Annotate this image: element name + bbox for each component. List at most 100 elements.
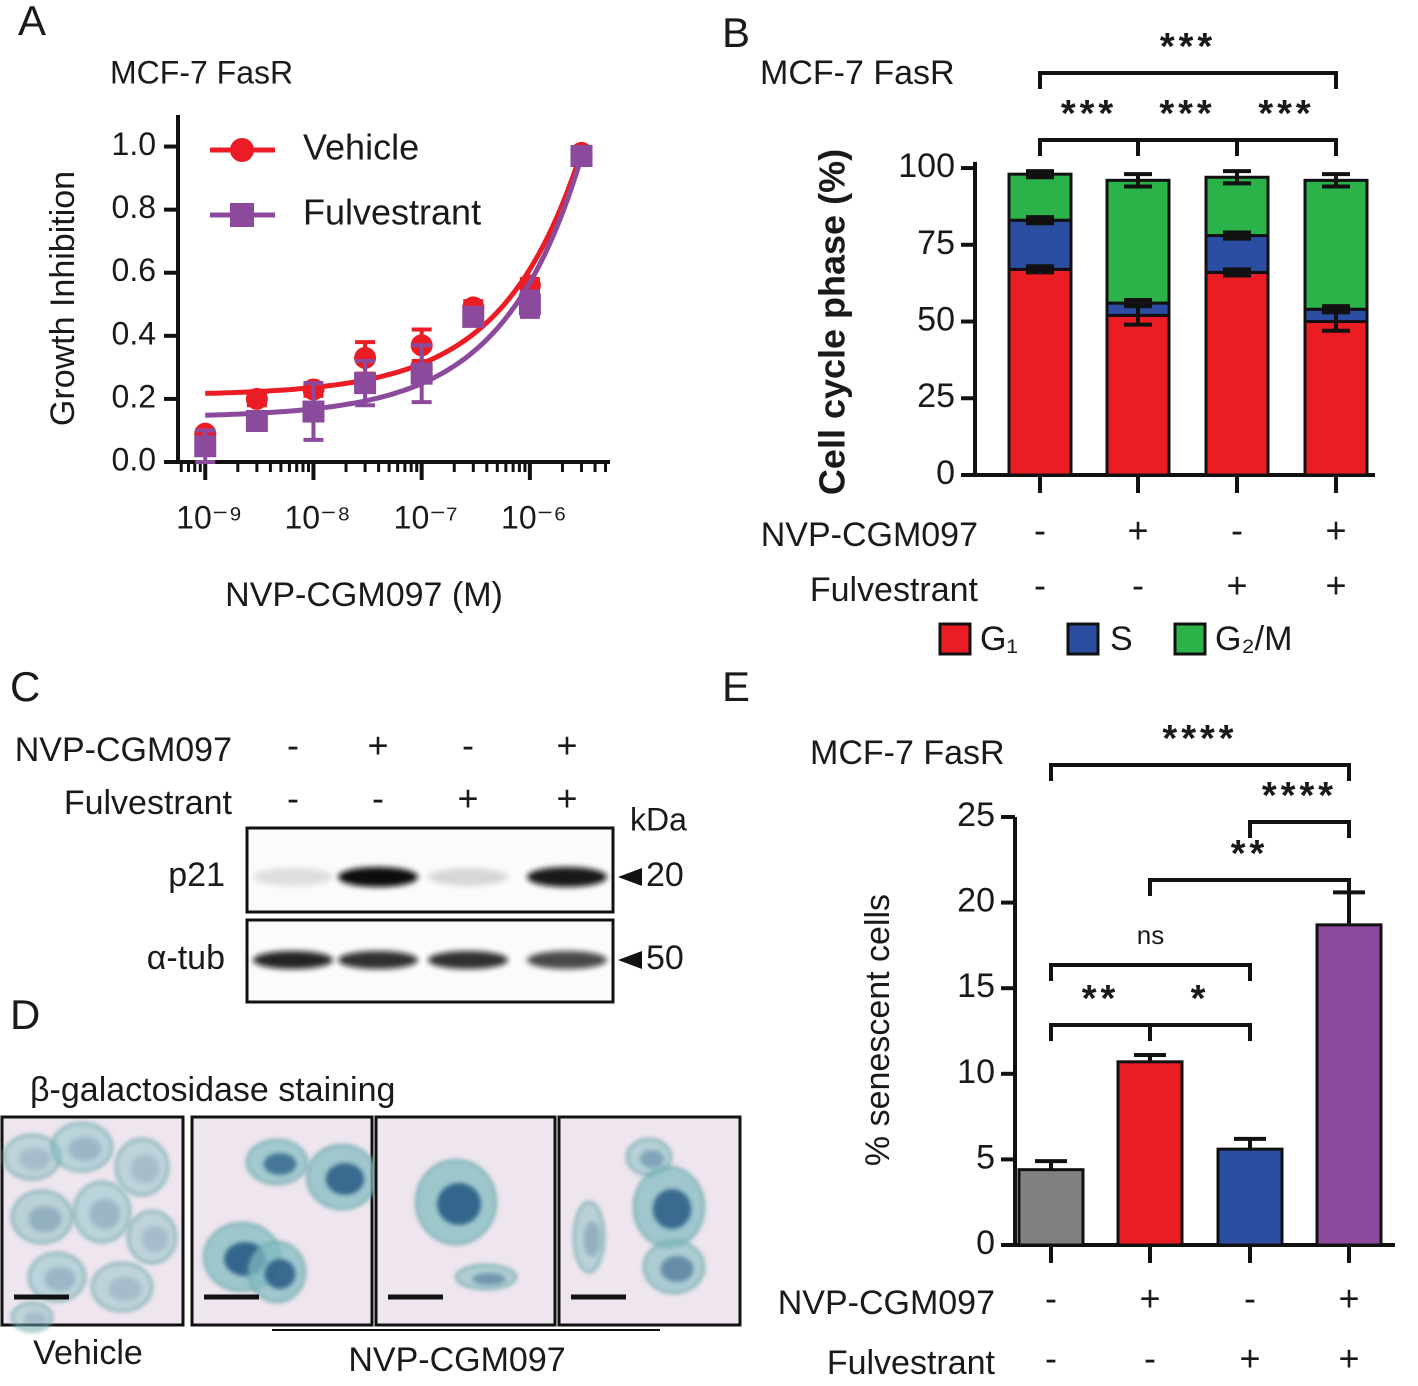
y-tick-label: 20 <box>957 882 995 920</box>
blot-band <box>338 951 418 969</box>
y-axis-label: Growth Inhibition <box>44 171 82 426</box>
legend-swatch <box>1173 622 1207 656</box>
blot-band <box>338 867 418 887</box>
treatment-label: NVP-CGM097 <box>761 516 978 554</box>
treatment-sign: - <box>372 778 384 819</box>
fit-curve <box>205 155 584 418</box>
treatment-sign: + <box>556 725 577 766</box>
significance-label: * <box>1191 978 1210 1020</box>
stained-nucleus <box>24 1312 46 1326</box>
treatment-sign: + <box>1139 1278 1160 1319</box>
y-tick-label: 1.0 <box>112 126 156 162</box>
y-tick-label: 0.8 <box>112 189 156 225</box>
size-marker: 50 <box>646 939 684 977</box>
significance-label: ** <box>1231 833 1269 875</box>
treatment-sign: - <box>1034 510 1046 551</box>
stained-nucleus <box>325 1163 365 1195</box>
bar-segment <box>1303 320 1369 477</box>
band-label: p21 <box>168 856 225 894</box>
legend-label: Vehicle <box>303 127 419 168</box>
y-tick-label: 0.6 <box>112 252 156 288</box>
bar-segment <box>1105 178 1171 305</box>
data-point <box>410 362 433 385</box>
legend-label: Fulvestrant <box>303 192 481 233</box>
data-point <box>354 346 377 369</box>
y-tick-label: 0 <box>976 1224 995 1262</box>
chart-title: MCF-7 FasR <box>110 54 293 90</box>
stained-nucleus <box>108 1277 142 1301</box>
x-axis-label: NVP-CGM097 (M) <box>225 576 503 614</box>
treatment-sign: - <box>1244 1278 1256 1319</box>
marker-arrow <box>618 951 642 969</box>
group-label: NVP-CGM097 <box>348 1341 565 1379</box>
stained-nucleus <box>472 1273 506 1285</box>
treatment-sign: - <box>1132 565 1144 606</box>
bar-segment <box>1204 270 1270 477</box>
y-tick-label: 25 <box>917 377 955 415</box>
size-marker: 20 <box>646 856 684 894</box>
panel-letter: D <box>10 991 40 1038</box>
blot-band <box>253 951 333 969</box>
treatment-sign: + <box>367 725 388 766</box>
stained-nucleus <box>263 1153 297 1175</box>
y-tick-label: 0 <box>936 454 955 492</box>
significance-label: ns <box>1137 920 1164 950</box>
treatment-sign: + <box>1226 565 1247 606</box>
stained-nucleus <box>28 1206 62 1232</box>
data-point <box>462 305 485 328</box>
treatment-label: NVP-CGM097 <box>15 731 232 769</box>
bar-segment <box>1204 234 1270 274</box>
bar <box>1315 923 1383 1247</box>
y-tick-label: 5 <box>976 1138 995 1176</box>
stained-nucleus <box>19 1148 51 1170</box>
y-axis-label: Cell cycle phase (%) <box>812 149 853 495</box>
stained-nucleus <box>583 1221 601 1257</box>
x-tick-label: 10⁻⁹ <box>176 499 242 535</box>
panel-letter: A <box>18 0 46 44</box>
panel-letter: B <box>722 9 750 56</box>
bar-segment <box>1007 267 1073 477</box>
y-tick-label: 100 <box>898 147 955 185</box>
treatment-sign: - <box>1045 1278 1057 1319</box>
y-tick-label: 75 <box>917 224 955 262</box>
treatment-sign: + <box>1338 1278 1359 1319</box>
legend-label: S <box>1110 620 1133 658</box>
significance-label: *** <box>1159 93 1215 135</box>
significance-label: ** <box>1082 978 1120 1020</box>
stained-nucleus <box>44 1267 76 1291</box>
y-tick-label: 10 <box>957 1053 995 1091</box>
bar-segment <box>1303 178 1369 311</box>
group-label: Vehicle <box>33 1334 143 1372</box>
stained-nucleus <box>130 1155 160 1183</box>
data-point <box>245 409 268 432</box>
data-point <box>194 435 217 458</box>
panel-title: β-galactosidase staining <box>30 1071 395 1109</box>
treatment-sign: - <box>287 778 299 819</box>
stained-nucleus <box>141 1226 169 1252</box>
y-axis-label: % senescent cells <box>859 894 897 1166</box>
treatment-label: Fulvestrant <box>810 571 979 609</box>
treatment-sign: + <box>556 778 577 819</box>
significance-label: **** <box>1162 718 1237 760</box>
treatment-sign: - <box>462 725 474 766</box>
treatment-sign: - <box>287 725 299 766</box>
data-point <box>354 372 377 395</box>
y-tick-label: 50 <box>917 301 955 339</box>
blot-band <box>428 868 508 886</box>
panel-letter: E <box>722 663 750 710</box>
blot-band <box>527 867 607 887</box>
chart-title: MCF-7 FasR <box>810 734 1005 772</box>
treatment-sign: - <box>1144 1338 1156 1379</box>
blot-band <box>428 951 508 969</box>
treatment-sign: - <box>1034 565 1046 606</box>
treatment-sign: + <box>1325 510 1346 551</box>
panel-letter: C <box>10 663 40 710</box>
y-tick-label: 0.0 <box>112 441 156 477</box>
stained-nucleus <box>264 1259 296 1289</box>
marker-arrow <box>618 868 642 886</box>
bar <box>1017 1168 1085 1247</box>
significance-label: **** <box>1262 775 1337 817</box>
treatment-sign: + <box>1325 565 1346 606</box>
